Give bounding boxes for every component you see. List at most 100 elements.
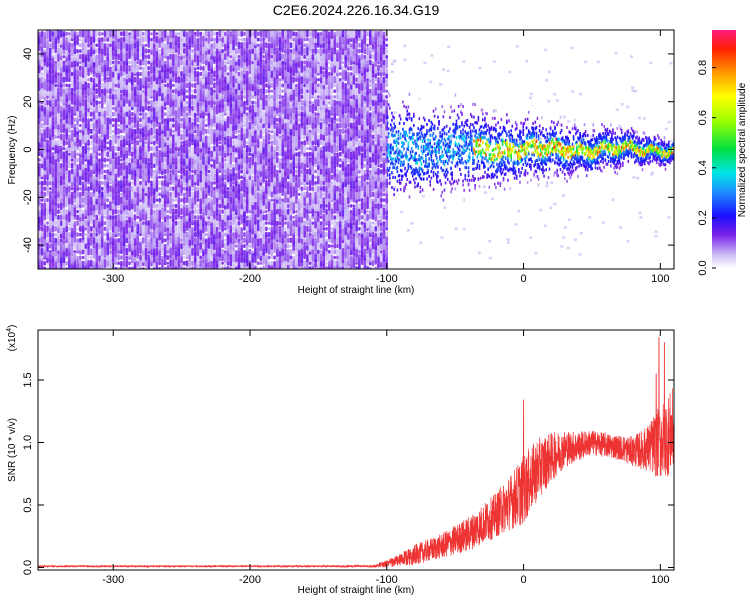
spectrogram-cell	[224, 169, 227, 174]
spectrogram-cell	[229, 214, 233, 221]
spectrogram-cell	[120, 48, 123, 54]
spectrogram-cell	[358, 226, 361, 231]
spectrogram-cell	[303, 47, 306, 55]
spectrogram-cell	[177, 157, 181, 163]
spectrogram-cell	[131, 30, 134, 39]
spectrogram-cell	[81, 145, 85, 152]
spectrogram-cell	[234, 109, 238, 119]
spectrogram-cell	[254, 201, 257, 211]
spectrogram-cell	[243, 237, 246, 244]
spectrogram-cell	[333, 155, 337, 165]
spectrogram-cell	[81, 116, 85, 123]
spectrogram-cell	[319, 109, 323, 119]
spectrogram-cell	[79, 109, 82, 119]
spectrogram-cell	[245, 114, 249, 126]
spectrogram-cell	[254, 168, 257, 174]
spectrogram-cell	[325, 124, 328, 128]
spectrogram-cell	[128, 127, 131, 136]
spectrogram-cell	[177, 122, 181, 130]
spectrogram-cell	[215, 51, 219, 63]
spectrogram-cell	[98, 39, 101, 51]
spectrogram-cell	[303, 144, 306, 154]
spectrogram-cell	[243, 179, 246, 187]
spectrogram-cell	[172, 189, 175, 200]
spectrogram-cell	[284, 41, 287, 49]
spectrogram-cell	[303, 191, 306, 198]
spectrogram-cell	[40, 202, 44, 210]
spectrogram-cell	[243, 114, 246, 126]
spectrogram-cell	[284, 243, 287, 249]
spectrogram-cell	[155, 179, 159, 187]
spectrogram-cell	[95, 48, 99, 54]
spectrogram-cell	[338, 56, 342, 69]
spectrogram-cell	[281, 201, 285, 211]
spectrogram-cell	[314, 58, 317, 67]
spectrogram-cell	[59, 133, 63, 141]
spectrogram-cell	[300, 30, 304, 39]
spectrogram-cell	[100, 247, 104, 256]
spectrogram-cell	[306, 248, 309, 255]
spectrogram-cell	[122, 98, 126, 107]
spectrogram-cell	[226, 202, 230, 210]
spectrogram-cell	[306, 154, 309, 166]
spectrogram-cell	[243, 31, 246, 37]
spectrogram-cell	[68, 64, 71, 73]
spectrogram-cell	[210, 247, 213, 256]
spectrogram-cell	[144, 211, 148, 223]
spectrogram-cell	[103, 174, 107, 180]
spectrogram-cell	[131, 141, 134, 145]
spectrogram-cell	[125, 132, 129, 142]
spectrogram-cell	[120, 249, 123, 255]
spectrogram-cell	[163, 162, 167, 169]
spectrogram-cell	[278, 135, 282, 139]
spectrogram-cell	[125, 215, 129, 220]
spectrogram-cell	[308, 151, 312, 157]
spectrogram-cell	[275, 163, 279, 168]
spectrogram-cell	[234, 250, 238, 254]
spectrogram-cell	[174, 87, 178, 95]
spectrogram-cell	[150, 237, 153, 244]
spectrogram-cell	[117, 151, 120, 157]
spectrogram-cell	[193, 237, 197, 244]
spectrogram-cell	[182, 260, 186, 266]
spectrogram-cell	[251, 52, 254, 62]
spectrogram-cell	[243, 102, 246, 114]
spectrogram-cell	[275, 151, 279, 157]
spectrogram-cell	[281, 157, 285, 163]
spectrogram-cell	[292, 200, 295, 212]
spectrogram-cell	[341, 158, 345, 162]
spectrogram-cell	[224, 31, 227, 37]
spectrogram-cell	[95, 189, 99, 200]
spectrogram-cell	[48, 105, 52, 112]
spectrogram-cell	[289, 30, 293, 39]
spectrogram-cell	[256, 45, 260, 58]
spectrogram-cell	[79, 194, 82, 206]
spectrogram-cell	[224, 143, 227, 154]
spectrogram-cell	[278, 100, 282, 105]
spectrogram-cell	[204, 118, 208, 122]
spectrogram-cell	[292, 47, 295, 55]
spectrogram-cell	[245, 219, 249, 227]
spectrogram-cell	[308, 129, 312, 133]
spectrogram-cell	[352, 138, 356, 147]
spectrogram-cell	[182, 248, 186, 256]
spectrogram-cell	[330, 174, 334, 180]
spectrogram-cell	[59, 158, 63, 162]
spectrogram-cell	[278, 137, 282, 148]
spectrogram-cell	[262, 236, 265, 245]
spectrogram-cell	[300, 157, 304, 163]
spectrogram-cell	[174, 97, 178, 108]
spectrogram-cell	[336, 100, 339, 105]
spectrogram-cell	[191, 169, 194, 174]
spectrogram-cell	[163, 151, 167, 158]
spectrogram-cell	[284, 70, 287, 78]
spectrogram-cell	[199, 218, 202, 228]
spectrogram-cell	[267, 68, 271, 80]
spectrogram-cell	[213, 251, 216, 264]
spectrogram-cell	[314, 126, 317, 136]
spectrogram-cell	[196, 117, 200, 123]
spectrogram-cell	[87, 139, 90, 147]
spectrogram-cell	[224, 232, 227, 237]
spectrogram-cell	[360, 48, 364, 54]
spectrogram-cell	[180, 155, 183, 165]
